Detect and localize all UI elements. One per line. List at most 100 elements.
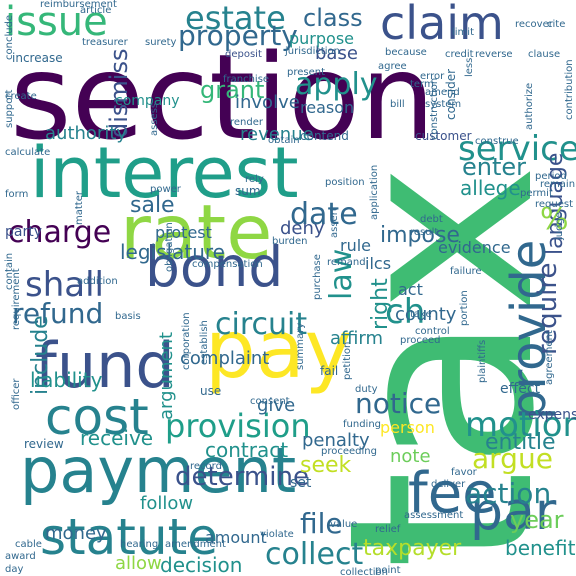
word-hearing: hearing bbox=[120, 539, 159, 550]
word-obtain: obtain bbox=[268, 135, 300, 146]
word-bond: bond bbox=[145, 235, 284, 299]
word-agreement: agreement bbox=[544, 330, 555, 385]
word-revenue: revenue bbox=[240, 124, 314, 145]
word-present: present bbox=[287, 67, 326, 78]
word-county: county bbox=[395, 304, 457, 325]
word-basis: basis bbox=[115, 311, 141, 322]
word-fee: fee bbox=[408, 461, 497, 526]
word-summary: summary bbox=[295, 322, 306, 370]
word-date: date bbox=[290, 197, 358, 232]
word-construe: construe bbox=[475, 136, 519, 147]
word-reason: reason bbox=[300, 98, 355, 117]
word-person: person bbox=[380, 418, 435, 437]
word-liability: liability bbox=[30, 368, 103, 392]
word-notice: notice bbox=[355, 387, 442, 420]
word-day: day bbox=[5, 564, 24, 575]
word-interest: interest bbox=[30, 132, 299, 214]
word-par: par bbox=[470, 482, 557, 542]
word-franchise: franchise bbox=[223, 74, 270, 85]
word-action: action bbox=[465, 477, 552, 510]
word-increase: increase bbox=[12, 51, 63, 65]
word-funding: funding bbox=[343, 419, 382, 430]
word-impose: impose bbox=[380, 223, 460, 248]
word-relief: relief bbox=[375, 524, 401, 535]
word-form: form bbox=[5, 189, 29, 200]
word-term: term bbox=[410, 79, 434, 90]
word-surety: surety bbox=[145, 37, 177, 48]
word-reverse: reverse bbox=[475, 49, 513, 60]
word-file: file bbox=[300, 507, 343, 540]
word-deposit: deposit bbox=[225, 49, 262, 60]
word-limit: limit bbox=[452, 27, 474, 38]
word-recover: recover bbox=[515, 19, 553, 30]
word-award: award bbox=[5, 551, 36, 562]
word-base: base bbox=[315, 43, 358, 64]
word-sum: sum bbox=[235, 184, 261, 198]
word-deliver: deliver bbox=[431, 479, 466, 490]
word-burden: burden bbox=[272, 236, 308, 247]
word-penalty: penalty bbox=[302, 430, 370, 451]
word-jurisdiction: jurisdiction bbox=[285, 46, 340, 57]
word-estate: estate bbox=[185, 0, 286, 37]
word-review: review bbox=[24, 437, 64, 451]
word-amend: amend bbox=[425, 87, 460, 98]
word-obligation: obligation bbox=[164, 222, 175, 272]
word-year: year bbox=[510, 506, 564, 534]
word-article: article bbox=[80, 5, 112, 16]
word-affirm: affirm bbox=[330, 328, 384, 349]
word-matter: matter bbox=[74, 191, 85, 225]
word-section: section bbox=[10, 28, 435, 166]
word-establish: establish bbox=[199, 320, 210, 365]
word-effect: effect bbox=[500, 381, 541, 397]
word-system: system bbox=[425, 99, 462, 110]
word-enter: enter bbox=[462, 153, 527, 181]
word-credit: credit bbox=[445, 49, 474, 60]
word-collect: collect bbox=[265, 537, 364, 572]
word-fail: fail bbox=[320, 364, 339, 378]
word-involve: involve bbox=[235, 92, 300, 113]
word-apply: apply bbox=[295, 67, 378, 102]
word-less: less bbox=[464, 57, 475, 77]
word-control: control bbox=[415, 326, 450, 337]
word-rely: rely bbox=[245, 174, 264, 185]
word-request: request bbox=[535, 199, 574, 210]
word-error: error bbox=[420, 71, 445, 82]
word-argue: argue bbox=[472, 442, 553, 475]
word-contract: contract bbox=[205, 438, 289, 462]
word-taxpayer: taxpayer bbox=[363, 536, 462, 561]
word-circuit: circuit bbox=[215, 307, 308, 342]
word-deny: deny bbox=[280, 218, 325, 239]
word-record: record bbox=[190, 461, 222, 472]
word-period: period bbox=[535, 171, 567, 182]
word-position: position bbox=[325, 177, 365, 188]
word-favor: favor bbox=[451, 467, 477, 478]
word-right: right bbox=[368, 278, 393, 330]
word-calculate: calculate bbox=[5, 147, 51, 158]
word-property: property bbox=[178, 19, 298, 52]
word-set: set bbox=[290, 475, 312, 491]
word-shall: shall bbox=[25, 265, 104, 305]
word-create: create bbox=[5, 91, 37, 102]
word-authority: authority bbox=[45, 123, 128, 144]
word-corporation: corporation bbox=[181, 312, 192, 370]
word-consent: consent bbox=[250, 396, 290, 407]
word-party: party bbox=[5, 224, 42, 240]
word-grant: grant bbox=[200, 76, 265, 104]
word-motion: motion bbox=[465, 405, 576, 445]
word-entitle: entitle bbox=[485, 430, 556, 455]
word-value: value bbox=[330, 519, 358, 530]
word-clause: clause bbox=[528, 49, 561, 60]
word-because: because bbox=[385, 47, 427, 58]
word-contribution: contribution bbox=[564, 59, 575, 120]
word-payment: payment bbox=[20, 434, 297, 507]
word-statute: statute bbox=[40, 508, 218, 566]
word-collection: collection bbox=[340, 567, 388, 576]
word-cite: cite bbox=[547, 19, 566, 30]
word-rule: rule bbox=[340, 236, 372, 255]
word-refund: refund bbox=[12, 297, 104, 330]
word-ilcs: ilcs bbox=[365, 254, 392, 273]
word-use: use bbox=[200, 384, 222, 398]
word-ch: ch bbox=[385, 292, 426, 332]
word-judge: judge bbox=[554, 212, 565, 240]
